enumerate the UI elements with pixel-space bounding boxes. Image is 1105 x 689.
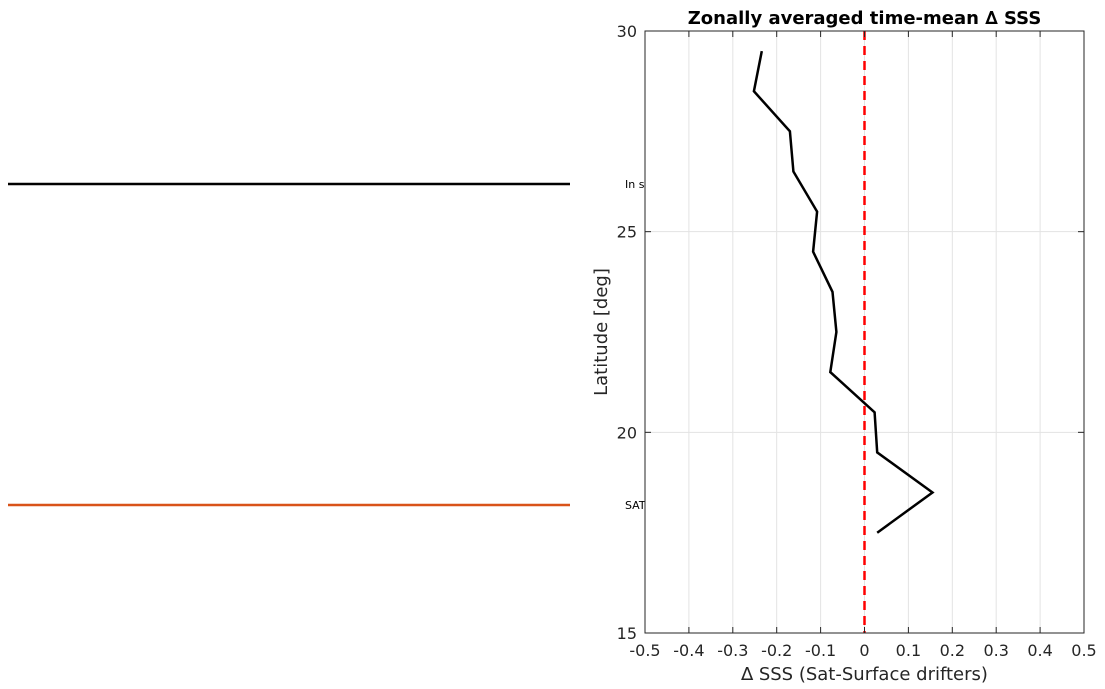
legend-label: In s — [625, 178, 645, 191]
x-tick-label: 0 — [859, 641, 869, 660]
x-tick-label: -0.3 — [717, 641, 748, 660]
y-tick-label: 20 — [617, 423, 637, 442]
y-tick-label: 25 — [617, 223, 637, 242]
x-tick-label: 0.3 — [983, 641, 1008, 660]
legend: In s SAT — [8, 178, 646, 512]
x-axis-label: ∆ SSS (Sat-Surface drifters) — [740, 664, 988, 685]
x-tick-label: -0.4 — [673, 641, 704, 660]
x-tick-label: -0.1 — [805, 641, 836, 660]
plot-area: -0.5 -0.4 -0.3 -0.2 -0.1 0 0.1 0.2 0.3 0.4 0.5 15 2… — [617, 22, 1097, 660]
series-line — [752, 50, 935, 534]
x-tick-label: 0.2 — [940, 641, 965, 660]
legend-label: SAT — [625, 499, 646, 512]
x-tick-label: 0.4 — [1027, 641, 1052, 660]
y-axis-label: Latitude [deg] — [591, 268, 612, 396]
x-tick-label: -0.5 — [629, 641, 660, 660]
y-axis-ticks: 15 20 25 30 — [617, 22, 1084, 643]
series-group — [752, 50, 935, 534]
x-axis-ticks: -0.5 -0.4 -0.3 -0.2 -0.1 0 0.1 0.2 0.3 0.4 0.5 — [629, 31, 1097, 660]
y-tick-label: 15 — [617, 624, 637, 643]
x-tick-label: -0.2 — [761, 641, 792, 660]
x-tick-label: 0.1 — [896, 641, 921, 660]
x-tick-label: 0.5 — [1071, 641, 1096, 660]
y-tick-label: 30 — [617, 22, 637, 41]
chart-title: Zonally averaged time-mean ∆ SSS — [688, 8, 1042, 29]
